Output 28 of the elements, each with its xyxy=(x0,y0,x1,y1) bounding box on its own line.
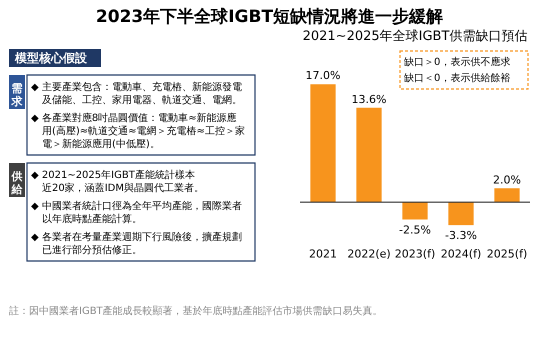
text: ◆ 主要產業包含：電動車、充電樁、新能源發電及儲能、工控、家用電器、軌道交通、電網。 xyxy=(31,81,242,106)
text: ◆ 中國業者統計口徑為全年平均產能，國際業者以年底時點產能計算。 xyxy=(31,200,242,225)
text: 供給 xyxy=(10,170,24,196)
text: ◆ 各產業對應8吋晶圓價值：電動車≈新能源應用(高壓)≈軌道交通≈電網＞充電樁≈工控＞家電＞新能源應用(中低壓)。 xyxy=(31,112,245,150)
x-tick-label: 2025(f) xyxy=(486,248,528,260)
data-label: 13.6% xyxy=(352,92,386,106)
chart-subtitle: 2021~2025年全球IGBT供需缺口預估 xyxy=(302,29,528,44)
x-tick-label: 2021 xyxy=(309,248,337,260)
text: 模型核心假設 xyxy=(14,51,88,65)
data-label: 17.0% xyxy=(306,69,340,82)
data-label: 2.0% xyxy=(493,173,521,186)
bar xyxy=(448,202,474,226)
text: 需求 xyxy=(10,82,24,108)
x-tick-label: 2022(e) xyxy=(347,248,391,260)
text: ◆ 2021~2025年IGBT產能統計樣本近20家，涵蓋IDM與晶圓代工業者。 xyxy=(31,169,204,194)
x-tick-label: 2024(f) xyxy=(440,248,482,260)
x-tick-label: 2023(f) xyxy=(394,248,436,260)
data-label: -3.3% xyxy=(445,229,477,242)
text: ◆ 各業者在考量產業週期下行風險後，擴產規劃已進行部分預估修正。 xyxy=(31,231,242,256)
chart-title: 2023年下半全球IGBT短缺情況將進一步緩解 xyxy=(96,7,444,27)
bar xyxy=(310,84,336,202)
bar xyxy=(356,108,382,202)
text: 註：因中國業者IGBT產能成長較顯著，基於年底時點產能評估市場供需缺口易失真。 xyxy=(9,305,383,317)
bar xyxy=(402,202,428,220)
data-label: -2.5% xyxy=(399,224,431,237)
bar xyxy=(494,188,520,202)
text: 缺口＜0，表示供給餘裕 xyxy=(404,72,510,84)
text: 缺口＞0，表示供不應求 xyxy=(404,56,510,68)
